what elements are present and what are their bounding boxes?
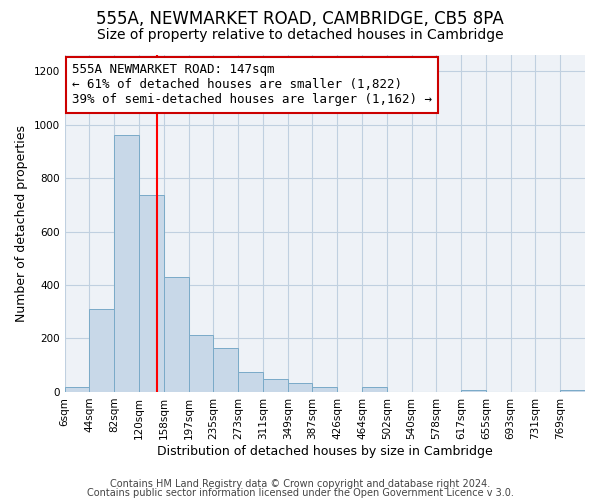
Text: Size of property relative to detached houses in Cambridge: Size of property relative to detached ho… [97,28,503,42]
Text: 555A, NEWMARKET ROAD, CAMBRIDGE, CB5 8PA: 555A, NEWMARKET ROAD, CAMBRIDGE, CB5 8PA [96,10,504,28]
Bar [188,335,214,392]
Bar [114,135,139,392]
Bar [65,386,89,392]
Bar [164,278,188,392]
Bar [214,348,238,392]
Text: Contains HM Land Registry data © Crown copyright and database right 2024.: Contains HM Land Registry data © Crown c… [110,479,490,489]
Bar [362,387,387,392]
Y-axis label: Number of detached properties: Number of detached properties [15,125,28,322]
Text: 555A NEWMARKET ROAD: 147sqm
← 61% of detached houses are smaller (1,822)
39% of : 555A NEWMARKET ROAD: 147sqm ← 61% of det… [72,64,432,106]
Bar [139,196,164,392]
Bar [313,387,337,392]
Bar [461,390,486,392]
Bar [287,383,313,392]
Bar [263,379,287,392]
X-axis label: Distribution of detached houses by size in Cambridge: Distribution of detached houses by size … [157,444,493,458]
Bar [238,372,263,392]
Bar [89,309,114,392]
Text: Contains public sector information licensed under the Open Government Licence v : Contains public sector information licen… [86,488,514,498]
Bar [560,390,585,392]
